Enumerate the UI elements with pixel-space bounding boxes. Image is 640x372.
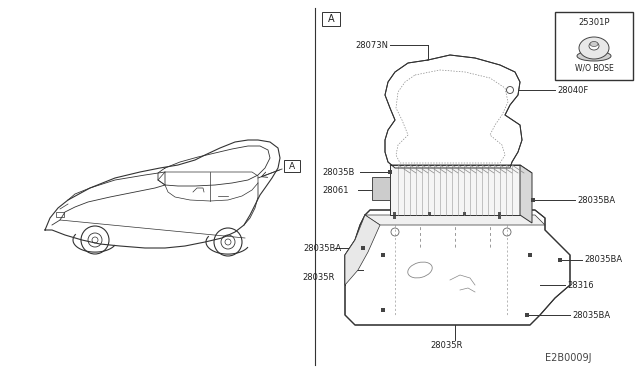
Text: 28035BA: 28035BA — [303, 244, 341, 253]
Text: 28040F: 28040F — [557, 86, 588, 94]
Polygon shape — [372, 177, 390, 200]
Text: 28035R: 28035R — [302, 273, 334, 282]
Text: E2B0009J: E2B0009J — [545, 353, 591, 363]
Text: 28061: 28061 — [322, 186, 349, 195]
Bar — [388, 170, 392, 174]
Bar — [558, 258, 562, 262]
Bar — [531, 198, 535, 202]
Text: A: A — [289, 161, 295, 170]
Bar — [499, 212, 502, 215]
Bar — [381, 253, 385, 257]
Text: 28316: 28316 — [567, 280, 594, 289]
Polygon shape — [345, 215, 380, 285]
Ellipse shape — [579, 37, 609, 59]
Polygon shape — [390, 165, 532, 173]
Text: W/O BOSE: W/O BOSE — [575, 64, 613, 73]
FancyBboxPatch shape — [284, 160, 300, 172]
Bar — [429, 212, 431, 215]
Bar — [528, 253, 532, 257]
Polygon shape — [365, 215, 545, 225]
Bar — [525, 313, 529, 317]
Text: 28035BA: 28035BA — [577, 196, 615, 205]
Ellipse shape — [590, 42, 598, 46]
Bar — [361, 246, 365, 250]
Bar — [322, 12, 340, 26]
Polygon shape — [390, 165, 520, 215]
Bar — [381, 308, 385, 312]
Text: 28035BA: 28035BA — [584, 256, 622, 264]
Text: 28035BA: 28035BA — [572, 311, 610, 320]
Text: 28035R: 28035R — [430, 341, 462, 350]
Bar — [499, 215, 502, 218]
Ellipse shape — [577, 51, 611, 61]
Bar — [56, 212, 64, 217]
Text: 28035B: 28035B — [322, 167, 355, 176]
Text: 25301P: 25301P — [579, 17, 610, 26]
Polygon shape — [520, 165, 532, 223]
Bar — [525, 313, 529, 317]
Polygon shape — [345, 210, 570, 325]
Bar — [463, 212, 467, 215]
Text: A: A — [328, 14, 334, 24]
Ellipse shape — [589, 42, 599, 50]
Bar — [555, 12, 633, 80]
Bar — [394, 215, 397, 218]
Polygon shape — [385, 55, 522, 168]
Bar — [394, 212, 397, 215]
Text: 28073N: 28073N — [355, 41, 388, 49]
